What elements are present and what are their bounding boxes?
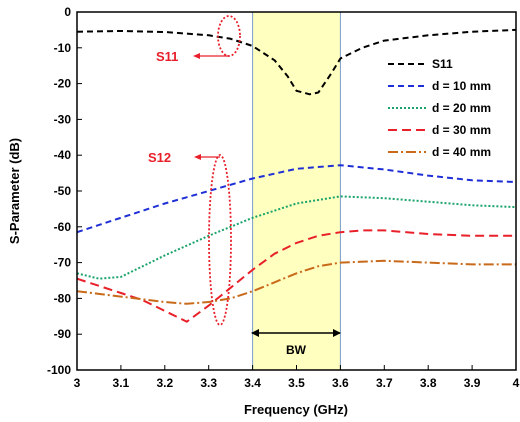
series-line-5 <box>76 259 516 305</box>
bw-label: BW <box>286 343 307 357</box>
y-tick-label: -50 <box>54 184 72 198</box>
x-tick-label: 3.6 <box>332 376 349 390</box>
series-layer <box>76 28 517 323</box>
x-tick-label: 3.5 <box>288 376 305 390</box>
legend-label-4: d = 30 mm <box>432 123 491 137</box>
x-axis-title: Frequency (GHz) <box>244 402 348 417</box>
bw-indicator: BW <box>251 329 341 357</box>
x-tick-label: 3.1 <box>113 376 130 390</box>
series-line-4 <box>76 229 516 323</box>
x-tick-label: 3 <box>74 376 81 390</box>
s12-annotation-label: S12 <box>148 150 171 165</box>
legend-label-3: d = 20 mm <box>432 101 491 115</box>
y-tick-label: 0 <box>64 5 71 19</box>
y-ticks: 0 -10 -20 -30 -40 -50 -60 -70 -80 -90 -100 <box>47 5 82 377</box>
s11-annotation: S11 <box>156 15 241 64</box>
bw-band <box>252 11 341 371</box>
y-tick-label: -60 <box>54 220 72 234</box>
x-tick-label: 3.4 <box>244 376 261 390</box>
y-axis-title: S-Parameter (dB) <box>7 138 22 244</box>
x-tick-label: 3.7 <box>376 376 393 390</box>
y-tick-label: -70 <box>54 256 72 270</box>
x-ticks: 3 3.1 3.2 3.3 3.4 3.5 3.6 3.7 3.8 3.9 4 <box>74 365 520 390</box>
s12-annotation: S12 <box>148 150 232 326</box>
legend: S11 d = 10 mm d = 20 mm d = 30 mm d = 40 mm <box>388 57 491 159</box>
legend-label-1: S11 <box>432 57 453 71</box>
legend-label-2: d = 10 mm <box>432 79 491 93</box>
s11-annotation-label: S11 <box>156 49 178 64</box>
y-tick-label: -10 <box>54 41 72 55</box>
x-tick-label: 3.9 <box>464 376 481 390</box>
y-tick-label: -90 <box>54 327 72 341</box>
legend-label-5: d = 40 mm <box>432 145 491 159</box>
x-tick-label: 4 <box>513 376 520 390</box>
series-line-1 <box>76 28 517 96</box>
series-line-2 <box>76 164 517 234</box>
y-tick-label: -30 <box>54 112 72 126</box>
y-tick-label: -80 <box>54 291 72 305</box>
y-tick-label: -40 <box>54 148 72 162</box>
y-tick-label: -100 <box>47 363 71 377</box>
series-line-3 <box>76 195 517 280</box>
x-tick-label: 3.2 <box>156 376 173 390</box>
x-tick-label: 3.3 <box>200 376 217 390</box>
x-tick-label: 3.8 <box>420 376 437 390</box>
y-tick-label: -20 <box>54 77 72 91</box>
